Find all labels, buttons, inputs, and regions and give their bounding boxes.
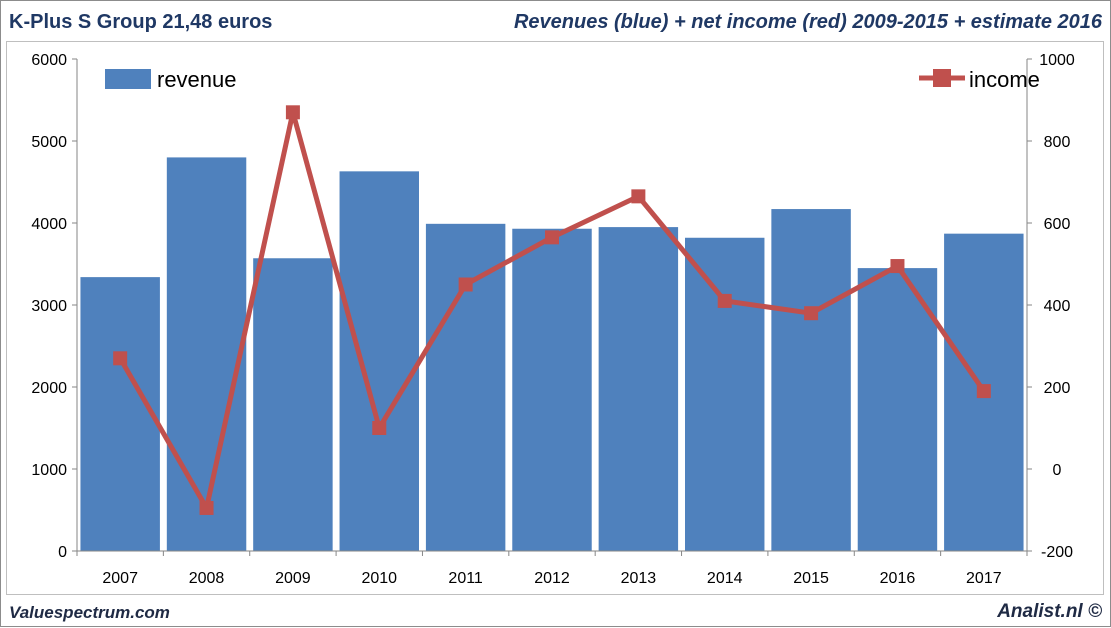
chart-subtitle: Revenues (blue) + net income (red) 2009-… — [513, 11, 1102, 33]
legend-income-label: income — [969, 67, 1040, 92]
revenue-bar — [425, 223, 506, 551]
revenue-bar — [771, 209, 851, 551]
source-credit-right: Analist.nl © — [997, 601, 1102, 622]
income-marker — [199, 500, 214, 515]
revenue-bar — [857, 268, 938, 551]
x-tick-label: 2017 — [966, 570, 1002, 587]
income-marker — [372, 421, 387, 435]
legend-revenue-label: revenue — [157, 67, 237, 92]
x-tick-label: 2011 — [448, 570, 483, 587]
x-tick-label: 2013 — [621, 570, 657, 587]
y-left-tick-label: 0 — [58, 544, 67, 561]
y-right-tick-label: 0 — [1053, 462, 1062, 479]
x-tick-label: 2010 — [361, 570, 397, 587]
income-marker — [285, 105, 300, 120]
legend-revenue-swatch — [105, 69, 151, 89]
income-marker — [458, 277, 473, 292]
y-left-tick-label: 5000 — [31, 134, 67, 151]
income-marker — [976, 384, 991, 399]
y-right-tick-label: 200 — [1044, 380, 1071, 397]
source-credit-left: Valuespectrum.com — [9, 603, 170, 622]
income-marker — [631, 189, 646, 204]
legend-income-marker — [933, 69, 951, 87]
x-tick-label: 2009 — [275, 570, 311, 587]
x-tick-label: 2007 — [102, 570, 138, 587]
x-tick-label: 2015 — [793, 570, 829, 587]
y-left-tick-label: 1000 — [31, 462, 67, 479]
x-tick-label: 2014 — [707, 570, 743, 587]
x-tick-label: 2016 — [880, 570, 916, 587]
income-marker — [113, 351, 128, 366]
y-left-tick-label: 3000 — [31, 298, 67, 315]
revenue-bar — [598, 227, 679, 551]
y-left-tick-label: 4000 — [31, 216, 67, 233]
income-marker — [717, 293, 732, 308]
y-right-tick-label: 600 — [1044, 216, 1071, 233]
revenue-bar — [339, 171, 419, 551]
x-tick-label: 2008 — [189, 570, 225, 587]
income-marker — [545, 230, 559, 245]
revenue-bar — [80, 277, 160, 551]
x-tick-label: 2012 — [534, 570, 570, 587]
y-left-tick-label: 6000 — [31, 52, 67, 69]
revenue-bar — [512, 228, 592, 552]
revenue-bar — [253, 258, 333, 551]
y-left-tick-label: 2000 — [31, 380, 67, 397]
y-right-tick-label: 800 — [1044, 134, 1071, 151]
chart-title: K-Plus S Group 21,48 euros — [9, 11, 273, 33]
income-marker — [890, 259, 905, 274]
revenue-bar — [166, 157, 247, 551]
revenue-bar — [685, 237, 765, 551]
income-marker — [804, 306, 819, 321]
y-right-tick-label: 400 — [1044, 298, 1071, 315]
y-right-tick-label: -200 — [1041, 544, 1073, 561]
y-right-tick-label: 1000 — [1039, 52, 1075, 69]
